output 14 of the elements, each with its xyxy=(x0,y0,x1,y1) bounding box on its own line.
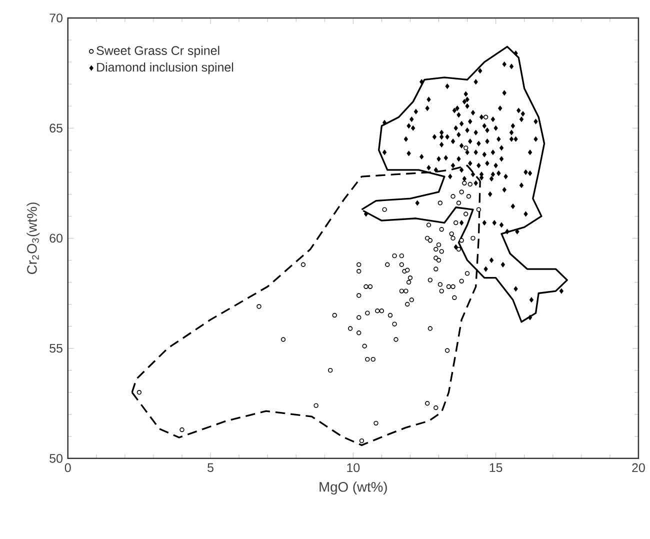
x-tick-label: 5 xyxy=(208,463,214,472)
y-tick-label: 55 xyxy=(50,344,62,353)
x-tick-label: 15 xyxy=(490,463,502,472)
x-tick-label: 10 xyxy=(347,463,360,472)
x-tick-label: 20 xyxy=(632,463,645,472)
legend-label: Diamond inclusion spinel xyxy=(97,62,234,74)
y-tick-label: 60 xyxy=(50,234,62,243)
y-tick-label: 70 xyxy=(50,14,62,23)
legend-label: Sweet Grass Cr spinel xyxy=(96,46,220,58)
y-tick-label: 50 xyxy=(50,454,62,463)
y-axis-title: Cr$_{2}$O$_{3}$(wt%) xyxy=(26,202,40,274)
x-tick-label: 0 xyxy=(64,463,71,472)
y-tick-label: 65 xyxy=(50,124,62,133)
x-axis-title: MgO (wt%) xyxy=(320,482,387,495)
